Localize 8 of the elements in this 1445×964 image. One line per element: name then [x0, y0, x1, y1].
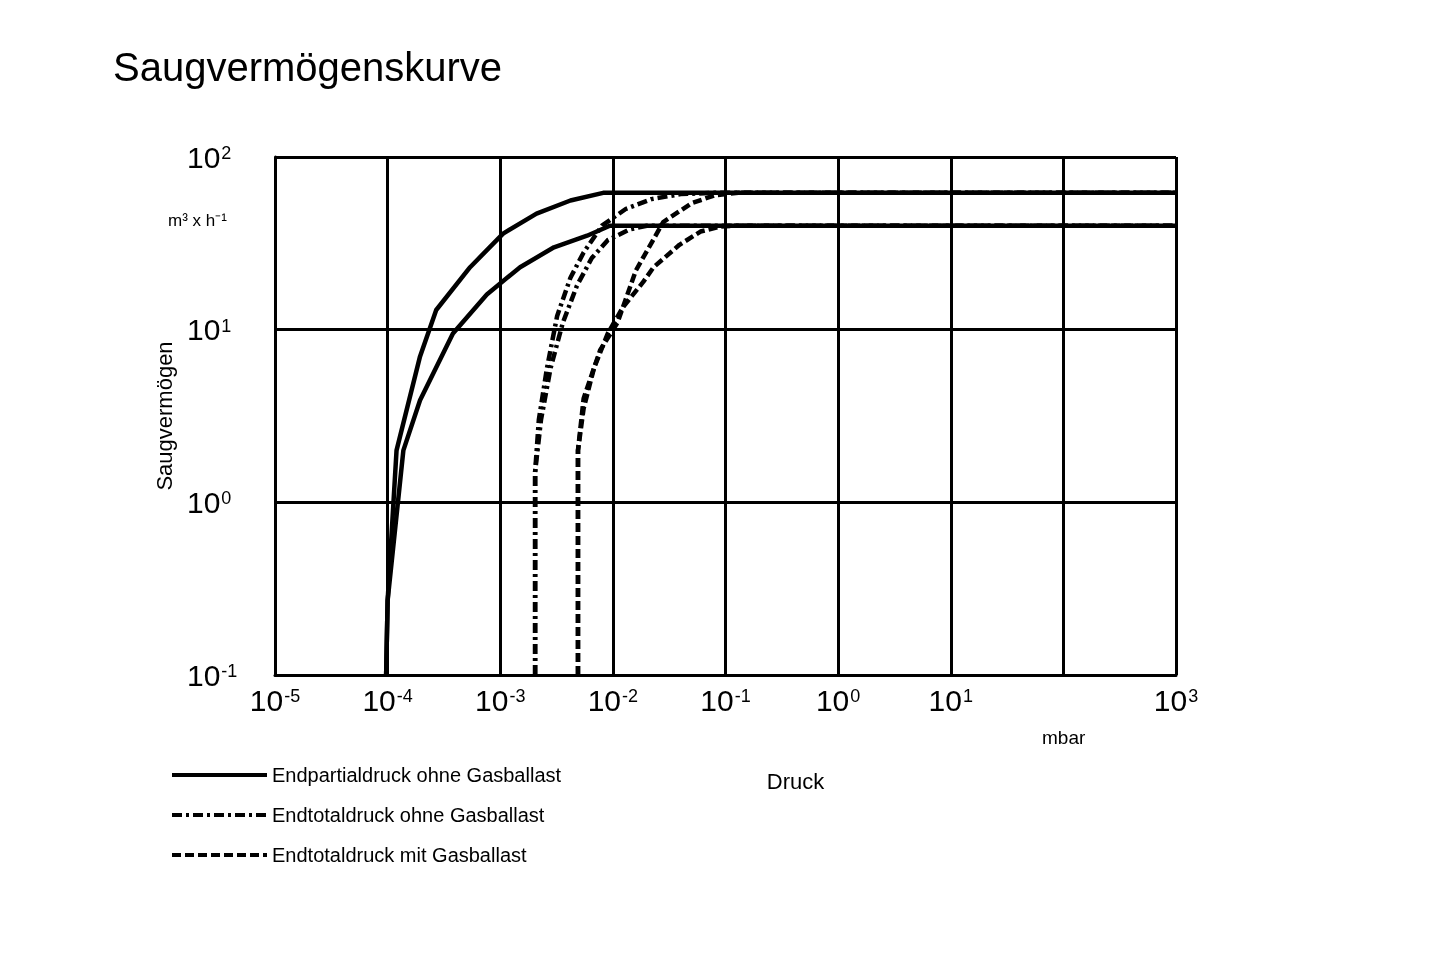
- legend-label: Endtotaldruck mit Gasballast: [272, 844, 527, 866]
- x-axis-title: Druck: [766, 768, 826, 794]
- y-axis-title: Saugvermögen: [151, 341, 177, 491]
- legend-label: Endpartialdruck ohne Gasballast: [272, 764, 562, 786]
- text: m³ x h⁻¹: [168, 211, 228, 230]
- chart-title: Saugvermögenskurve: [113, 45, 503, 89]
- legend-label: Endtotaldruck ohne Gasballast: [272, 804, 545, 826]
- text: mbar: [1042, 727, 1086, 748]
